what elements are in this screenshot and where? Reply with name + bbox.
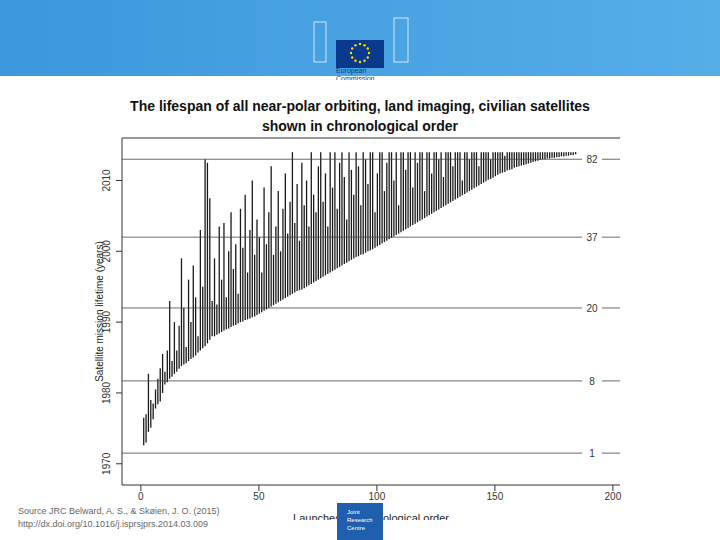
svg-text:50: 50 [253, 491, 265, 502]
svg-text:8: 8 [589, 376, 595, 387]
html-text:Source JRC Belward, A. S., & S: Source JRC Belward, A. S., & Skøien, J. … [18, 506, 220, 516]
svg-text:2010: 2010 [101, 169, 112, 192]
svg-text:150: 150 [487, 491, 504, 502]
svg-text:82: 82 [586, 154, 598, 165]
svg-text:20: 20 [586, 303, 598, 314]
svg-text:37: 37 [586, 232, 598, 243]
svg-text:1: 1 [589, 448, 595, 459]
html-text:The lifespan of all near-polar: The lifespan of all near-polar orbiting,… [130, 98, 590, 114]
html-text:Research: Research [347, 517, 373, 523]
svg-text:0: 0 [138, 491, 144, 502]
html-text:Joint: Joint [347, 509, 360, 515]
html-text:shown in chronological order: shown in chronological order [262, 118, 458, 134]
html-text:http://dx.doi.org/10.1016/j.is: http://dx.doi.org/10.1016/j.isprsjprs.20… [18, 519, 209, 529]
svg-text:100: 100 [369, 491, 386, 502]
svg-text:Satellite mission lifetime (ye: Satellite mission lifetime (years) [94, 241, 105, 382]
html-text:Centre: Centre [347, 525, 365, 531]
svg-text:EuropeanCommission: EuropeanCommission [336, 67, 375, 80]
svg-text:1980: 1980 [101, 381, 112, 404]
svg-text:2000: 2000 [101, 240, 112, 263]
svg-text:1970: 1970 [101, 452, 112, 475]
svg-text:1990: 1990 [101, 311, 112, 334]
svg-text:200: 200 [605, 491, 622, 502]
